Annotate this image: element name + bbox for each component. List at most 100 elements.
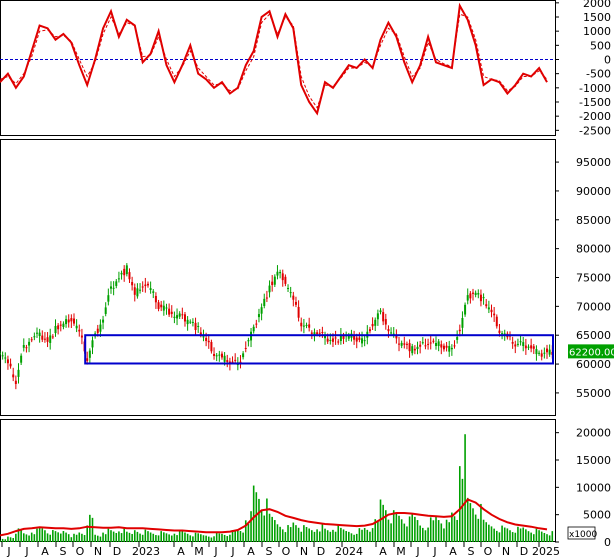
price-candle-body [239, 361, 242, 363]
price-candle-body [252, 326, 255, 332]
price-candle-body [398, 343, 401, 345]
oscillator-series-dashed [0, 13, 548, 109]
price-candle-body [419, 344, 422, 347]
price-candle-body [334, 337, 337, 339]
price-candle-body [4, 357, 7, 359]
price-candle-body [78, 329, 81, 332]
price-candle-body [49, 335, 52, 343]
x-tick-label: D [317, 545, 325, 557]
price-candle-body [112, 287, 115, 289]
price-candle-body [6, 359, 9, 364]
price-candle-body [273, 276, 276, 285]
price-candle-body [80, 335, 83, 338]
x-tick-label: D [520, 545, 528, 557]
price-tick-label: 90000 [576, 185, 611, 198]
price-range-box [84, 334, 554, 365]
x-tick-label: A [449, 545, 457, 557]
price-candle-body [247, 340, 250, 342]
oscillator-tick-label: 1500 [583, 11, 611, 24]
price-candle-body [218, 354, 221, 356]
price-candle-body [271, 281, 274, 286]
price-candle-body [207, 340, 210, 343]
price-tick-label: 85000 [576, 214, 611, 227]
price-candle-body [435, 342, 438, 346]
x-tick-label: 2023 [132, 545, 160, 557]
price-candle-body [186, 319, 189, 325]
price-candle-body [511, 342, 514, 344]
price-candle-body [65, 319, 68, 325]
price-candle-body [342, 335, 345, 339]
price-candle-body [46, 337, 49, 342]
price-tick-label: 65000 [576, 329, 611, 342]
x-tick-label: J [6, 545, 10, 557]
price-candle-body [432, 340, 435, 342]
x-tick-label: 2024 [335, 545, 363, 557]
price-candle-body [376, 313, 379, 320]
volume-unit-box [567, 526, 596, 540]
x-tick-label: J [432, 545, 436, 557]
price-candle-body [123, 268, 126, 276]
price-candle-body [223, 355, 226, 362]
price-candle-body [99, 324, 102, 332]
price-candle-body [456, 337, 459, 340]
volume-unit-label: x1000 [569, 530, 598, 540]
price-candle-body [382, 312, 385, 322]
price-candle-body [316, 332, 319, 335]
price-candle-body [67, 319, 70, 323]
price-candle-body [144, 284, 147, 287]
price-candle-body [173, 316, 176, 318]
price-candle-body [347, 335, 350, 339]
price-candle-body [339, 334, 342, 341]
price-candle-body [38, 332, 41, 337]
oscillator-tick-label: -1000 [579, 82, 611, 95]
volume-tick-label: 10000 [576, 481, 611, 494]
x-tick-label: M [396, 545, 406, 557]
price-candle-body [546, 348, 548, 353]
price-candle-body [1, 355, 4, 357]
price-candle-body [257, 314, 260, 318]
price-candle-body [244, 347, 247, 349]
price-candle-body [384, 319, 387, 325]
price-candle-body [448, 346, 451, 352]
price-candle-body [395, 334, 398, 339]
volume-moving-average [0, 498, 548, 537]
price-candle-body [152, 291, 155, 293]
price-candle-body [524, 345, 527, 349]
price-tick-label: 75000 [576, 272, 611, 285]
price-candle-body [51, 336, 54, 338]
price-candle-body [54, 325, 57, 334]
price-candle-body [41, 335, 44, 340]
price-candle-body [355, 337, 358, 342]
price-candle-body [281, 273, 284, 281]
price-candle-body [466, 295, 469, 301]
price-candle-body [429, 342, 432, 344]
price-candle-body [109, 286, 112, 289]
price-candle-body [487, 307, 490, 310]
price-candle-body [337, 341, 340, 343]
price-candle-body [530, 345, 533, 349]
price-candle-body [543, 352, 546, 354]
price-candle-body [403, 343, 406, 345]
price-candle-body [305, 324, 308, 326]
price-candle-body [519, 341, 522, 343]
x-tick-label: N [94, 545, 102, 557]
x-tick-label: J [230, 545, 234, 557]
price-candle-body [416, 346, 419, 350]
price-candle-body [154, 295, 157, 303]
price-candle-body [353, 336, 356, 340]
price-candle-body [133, 287, 136, 295]
price-candle-body [501, 333, 504, 335]
price-candle-body [70, 318, 73, 322]
price-tick-label: 95000 [576, 156, 611, 169]
price-candle-body [136, 288, 139, 297]
price-candle-body [485, 304, 488, 307]
price-candle-body [75, 325, 78, 329]
volume-tick-label: 20000 [576, 427, 611, 440]
price-candle-body [548, 349, 551, 355]
price-candle-body [532, 346, 535, 349]
price-candle-body [43, 338, 46, 340]
price-candle-body [461, 317, 464, 328]
price-candle-body [490, 309, 493, 313]
price-candle-body [522, 342, 525, 347]
price-candle-body [170, 311, 173, 314]
